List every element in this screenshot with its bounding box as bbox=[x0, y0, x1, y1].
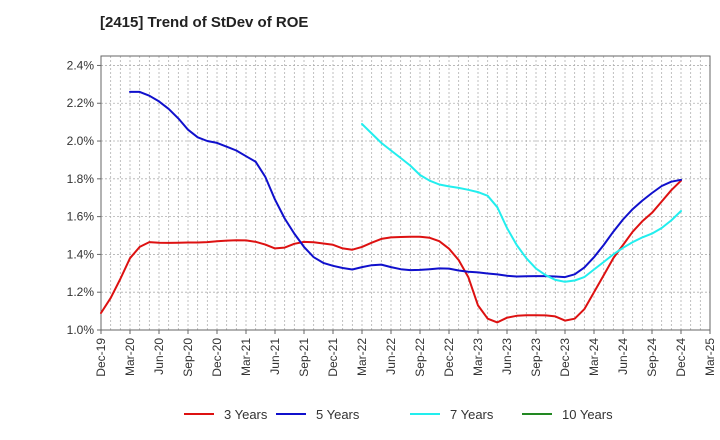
series-line-7-years bbox=[361, 123, 682, 283]
legend: 3 Years 5 Years 7 Years 10 Years bbox=[184, 407, 613, 422]
y-tick-label: 1.8% bbox=[67, 172, 95, 186]
y-tick-label: 1.2% bbox=[67, 285, 95, 299]
y-tick-label: 2.0% bbox=[67, 134, 95, 148]
y-tick-label: 1.0% bbox=[67, 323, 95, 337]
x-tick-label: Mar-23 bbox=[471, 338, 485, 376]
x-tick-label: Dec-23 bbox=[558, 338, 572, 377]
x-tick-label: Jun-24 bbox=[616, 338, 630, 375]
series-line-3-years bbox=[100, 179, 682, 324]
x-tick-label: Sep-22 bbox=[413, 338, 427, 377]
x-tick-label: Sep-21 bbox=[297, 338, 311, 377]
series-line-5-years bbox=[129, 90, 682, 279]
grid-layer bbox=[101, 56, 710, 330]
x-tick-label: Jun-22 bbox=[384, 338, 398, 375]
series-layer bbox=[100, 90, 682, 324]
y-tick-label: 2.2% bbox=[67, 96, 95, 110]
x-tick-label: Dec-20 bbox=[210, 338, 224, 377]
x-tick-label: Dec-22 bbox=[442, 338, 456, 377]
x-tick-label: Sep-24 bbox=[645, 338, 659, 377]
x-tick-label: Mar-20 bbox=[123, 338, 137, 376]
x-tick-label: Jun-21 bbox=[268, 338, 282, 375]
x-axis: Dec-19 Mar-20 Jun-20 Sep-20 Dec-20 Mar-21 Jun-… bbox=[94, 330, 717, 377]
y-tick-label: 2.4% bbox=[67, 58, 95, 72]
x-tick-label: Dec-19 bbox=[94, 338, 108, 377]
x-tick-label: Sep-20 bbox=[181, 338, 195, 377]
legend-label: 3 Years bbox=[224, 407, 268, 422]
x-tick-label: Mar-21 bbox=[239, 338, 253, 376]
legend-label: 10 Years bbox=[562, 407, 613, 422]
x-tick-label: Jun-20 bbox=[152, 338, 166, 375]
y-tick-label: 1.4% bbox=[67, 247, 95, 261]
y-axis: 1.0% 1.2% 1.4% 1.6% 1.8% 2.0% 2.2% 2.4% bbox=[67, 58, 101, 337]
x-tick-label: Mar-24 bbox=[587, 338, 601, 376]
x-tick-label: Dec-21 bbox=[326, 338, 340, 377]
legend-label: 7 Years bbox=[450, 407, 494, 422]
x-tick-label: Sep-23 bbox=[529, 338, 543, 377]
x-tick-label: Mar-25 bbox=[703, 338, 717, 376]
legend-label: 5 Years bbox=[316, 407, 360, 422]
y-tick-label: 1.6% bbox=[67, 210, 95, 224]
chart-title: [2415] Trend of StDev of ROE bbox=[100, 14, 309, 31]
x-tick-label: Jun-23 bbox=[500, 338, 514, 375]
plot-frame bbox=[100, 55, 711, 331]
x-tick-label: Dec-24 bbox=[674, 338, 688, 377]
x-tick-label: Mar-22 bbox=[355, 338, 369, 376]
